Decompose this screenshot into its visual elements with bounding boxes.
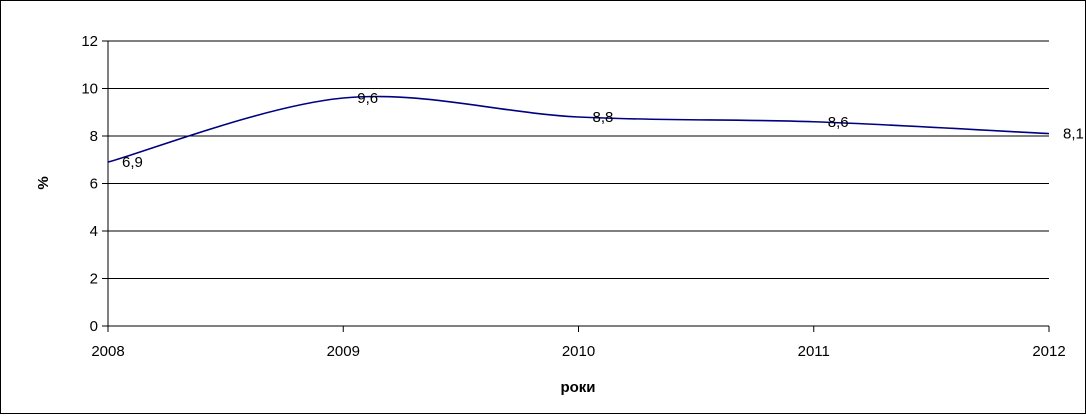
x-tick-label: 2010	[562, 343, 595, 360]
y-tick-label: 2	[90, 271, 98, 288]
x-tick-label: 2012	[1032, 343, 1065, 360]
y-tick-label: 6	[90, 176, 98, 193]
y-tick-label: 8	[90, 128, 98, 145]
y-axis-title: %	[35, 176, 52, 189]
data-label: 9,6	[357, 90, 378, 107]
y-tick-label: 10	[81, 81, 98, 98]
data-label: 6,9	[122, 154, 143, 171]
x-tick-label: 2009	[327, 343, 360, 360]
x-axis-title: роки	[560, 379, 595, 396]
y-tick-label: 12	[81, 33, 98, 50]
y-tick-label: 0	[90, 318, 98, 335]
data-label: 8,1	[1063, 126, 1084, 143]
x-tick-label: 2008	[91, 343, 124, 360]
x-tick-label: 2011	[798, 343, 830, 360]
y-tick-label: 4	[90, 223, 98, 240]
data-label: 8,8	[593, 109, 614, 126]
data-label: 8,6	[828, 114, 849, 131]
